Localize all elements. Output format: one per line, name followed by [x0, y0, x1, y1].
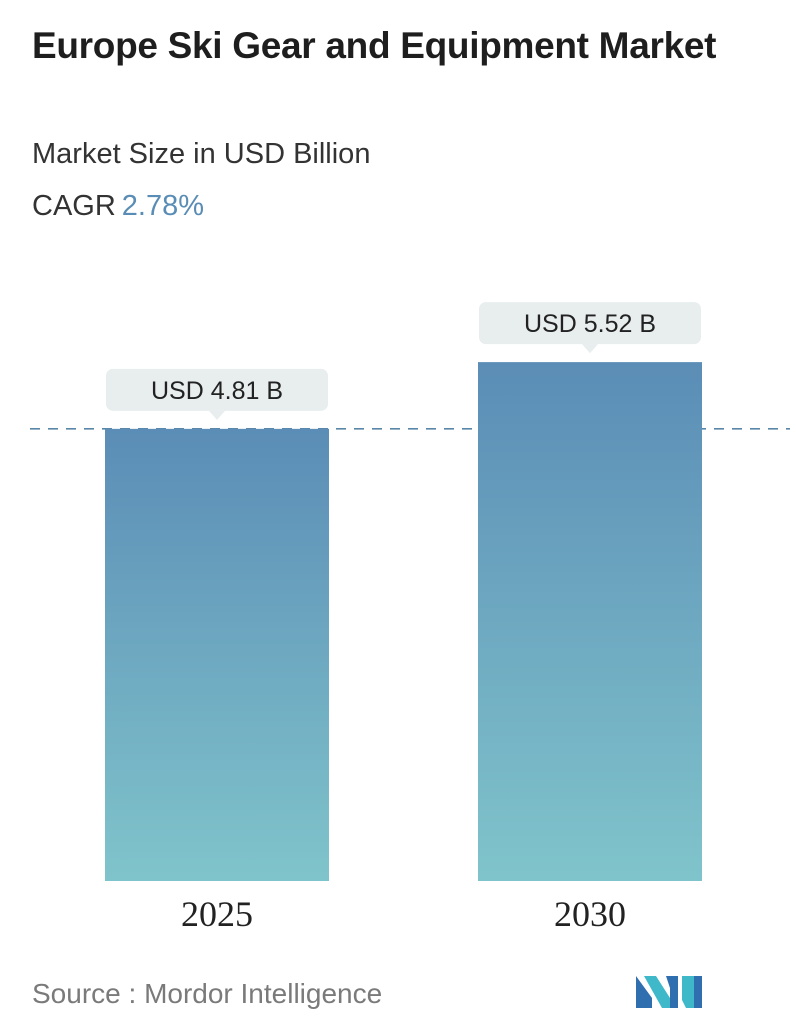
data-label: USD 4.81 B [151, 377, 283, 405]
source-name: Mordor Intelligence [144, 978, 383, 1009]
cagr-label: CAGR [32, 190, 116, 222]
x-tick-label: 2030 [554, 894, 626, 934]
chart-subtitle: Market Size in USD Billion [32, 138, 371, 170]
value-label-pointer [209, 410, 225, 420]
mordor-intelligence-logo-icon [636, 976, 702, 1008]
cagr-value: 2.78% [121, 190, 205, 222]
bar-2025 [105, 428, 329, 881]
bar-2030 [478, 362, 702, 881]
value-label-box [106, 368, 328, 411]
source-label: Source : [32, 978, 137, 1009]
data-label: USD 5.52 B [524, 310, 656, 338]
chart-title: Europe Ski Gear and Equipment Market [32, 25, 717, 66]
source-note: Source : Mordor Intelligence [32, 978, 382, 1010]
cagr-row: CAGR 2.78% [32, 190, 204, 223]
x-tick-label: 2025 [181, 894, 253, 934]
value-label-pointer [582, 344, 598, 354]
value-label-box [479, 302, 701, 345]
